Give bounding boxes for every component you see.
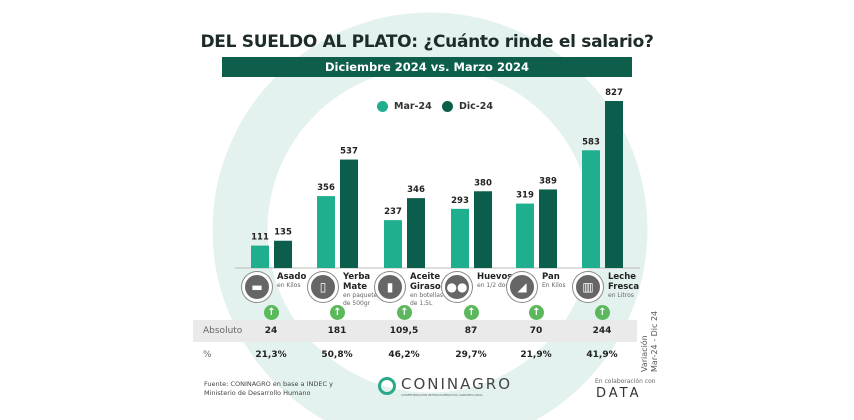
eggs-icon: ●● [442,272,472,302]
collab-text: En colaboración con [595,378,656,385]
bar-dic [274,240,292,268]
arrow-up-icon: ↑ [397,305,412,320]
category-unit: en 1/2 doc [477,282,509,289]
pct-value: 46,2% [388,350,420,360]
data-label: 356 [317,183,335,193]
bar-mar [317,196,335,268]
page-title: DEL SUELDO AL PLATO: ¿Cuánto rinde el sa… [200,32,654,52]
row-label: Absoluto [203,326,243,336]
data-label: 827 [605,88,623,98]
category-name: Asado [277,272,307,282]
data-label: 111 [251,233,269,243]
data-label: 319 [516,191,534,201]
category-name: Pan [542,272,560,282]
category-0: ▬ Asado en Kilos [242,272,317,302]
legend-label: Mar-24 [394,101,432,112]
abs-value: 109,5 [389,326,419,336]
category-name: Aceite Girasol [410,272,444,292]
data-logo: DATA [596,386,642,401]
bar-mar [251,245,269,268]
pct-value: 29,7% [455,350,487,360]
category-2: ▮ Aceite Girasol en botellas de 1,5L [375,272,450,308]
category-unit: en botellas de 1,5L [410,292,444,307]
data-label: 389 [539,176,557,186]
category-name: Huevos [477,272,513,282]
category-unit: en Litros [608,292,634,299]
variation-label: Variación Mar-24 - Dic 24 [640,310,659,372]
data-label: 293 [451,196,469,206]
data-label: 537 [340,147,358,157]
oil-bottle-icon: ▮ [375,272,405,302]
data-label: 583 [582,137,600,147]
yerba-icon: ▯ [308,272,338,302]
abs-value: 244 [592,326,612,336]
abs-value: 87 [464,326,478,336]
bar-dic [605,101,623,268]
bar-dic [340,159,358,268]
category-1: ▯ Yerba Mate en paquetes de 500gr [308,272,383,308]
category-name: Yerba Mate [343,272,371,292]
arrow-up-icon: ↑ [330,305,345,320]
data-label: 380 [474,178,492,188]
source-note: Fuente: CONINAGRO en base a INDEC y Minis… [204,380,333,397]
arrow-up-icon: ↑ [264,305,279,320]
category-4: ◢ Pan En Kilos [507,272,582,302]
category-5: ▥ Leche Fresca en Litros [573,272,648,302]
legend-mar: Mar-24 [377,101,432,112]
milk-icon: ▥ [573,272,603,302]
bar-mar [582,150,600,268]
legend-label: Dic-24 [459,101,493,112]
bar-mar [451,208,469,268]
arrow-up-icon: ↑ [464,305,479,320]
bar-mar [384,220,402,268]
bar-dic [474,191,492,268]
abs-value: 181 [327,326,347,336]
pct-value: 21,3% [255,350,287,360]
absolute-row: Absoluto 24 181 109,5 87 70 244 [193,320,637,342]
subtitle-banner: Diciembre 2024 vs. Marzo 2024 [222,57,632,77]
pct-value: 50,8% [321,350,353,360]
bread-icon: ◢ [507,272,537,302]
legend-dic: Dic-24 [442,101,493,112]
legend-swatch [377,101,388,112]
pct-value: 21,9% [520,350,552,360]
row-label: % [203,350,212,360]
arrow-up-icon: ↑ [595,305,610,320]
bar-mar [516,203,534,268]
arrow-up-icon: ↑ [529,305,544,320]
pct-value: 41,9% [586,350,618,360]
category-unit: en Kilos [277,282,301,289]
abs-value: 70 [529,326,543,336]
category-unit: en paquetes de 500gr [343,292,381,307]
abs-value: 24 [264,326,278,336]
data-label: 135 [274,228,292,238]
meat-icon: ▬ [242,272,272,302]
category-name: Leche Fresca [608,272,640,292]
coninagro-logo: CONINAGRO CONFEDERACIÓN INTERCOOPERATIVA … [378,375,512,397]
bar-dic [407,198,425,268]
bar-dic [539,189,557,268]
category-unit: En Kilos [542,282,566,289]
legend-swatch [442,101,453,112]
data-label: 237 [384,207,402,217]
category-3: ●● Huevos en 1/2 doc [442,272,517,302]
percent-row: % 21,3% 50,8% 46,2% 29,7% 21,9% 41,9% [193,344,637,366]
data-label: 346 [407,185,425,195]
